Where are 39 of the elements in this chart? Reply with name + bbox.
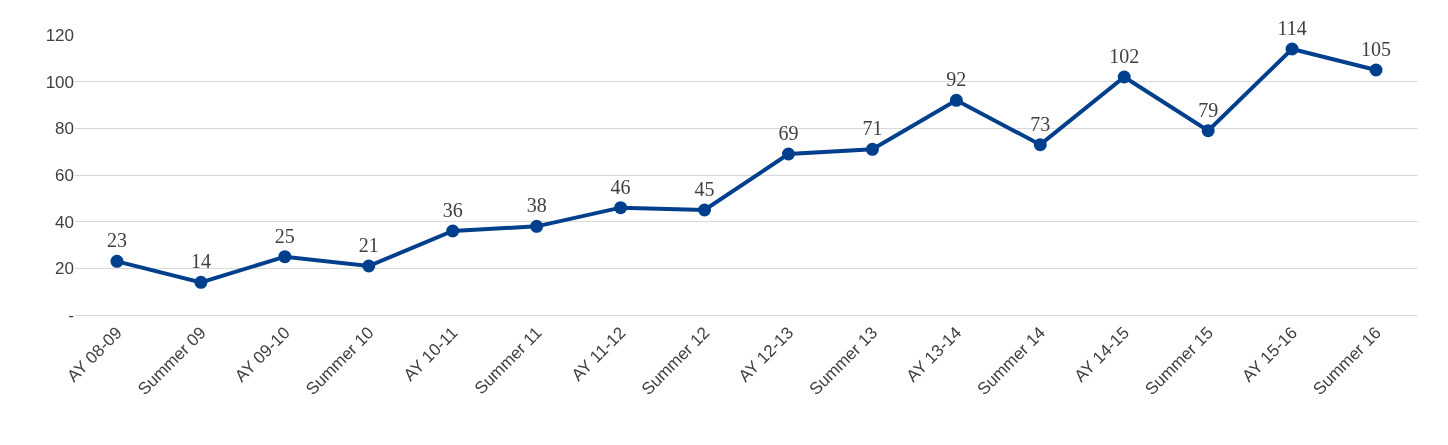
y-tick-label: 120 — [45, 25, 74, 45]
point — [1369, 63, 1383, 77]
point — [1285, 42, 1299, 56]
point — [1201, 124, 1215, 138]
data-label: 25 — [274, 224, 295, 247]
data-label: 73 — [1030, 112, 1051, 135]
data-label: 79 — [1198, 98, 1219, 121]
data-label: 21 — [358, 233, 379, 256]
point — [614, 201, 628, 215]
data-label: 114 — [1277, 16, 1307, 39]
y-tick-label: - — [68, 305, 74, 325]
y-tick-label: 40 — [55, 212, 74, 232]
point — [1117, 70, 1131, 84]
point — [1033, 138, 1047, 152]
point — [865, 142, 879, 156]
y-tick-label: 100 — [45, 72, 74, 92]
point — [781, 147, 795, 161]
point — [446, 224, 460, 238]
data-label: 45 — [694, 177, 715, 200]
data-label: 92 — [946, 68, 967, 91]
y-tick-label: 80 — [55, 119, 74, 139]
data-label: 71 — [862, 117, 883, 140]
point — [278, 250, 292, 264]
point — [362, 259, 376, 273]
point — [194, 275, 208, 289]
point — [698, 203, 712, 217]
data-label: 105 — [1361, 37, 1392, 60]
data-label: 69 — [778, 121, 799, 144]
data-label: 23 — [106, 229, 127, 252]
y-tick-label: 20 — [55, 259, 74, 279]
point — [530, 219, 544, 233]
data-label: 36 — [442, 198, 463, 221]
point — [949, 93, 963, 107]
point — [110, 254, 124, 268]
data-label: 14 — [190, 250, 211, 273]
y-tick-label: 60 — [55, 165, 74, 185]
data-label: 46 — [610, 175, 631, 198]
data-label: 102 — [1109, 44, 1140, 67]
data-label: 38 — [526, 194, 547, 217]
